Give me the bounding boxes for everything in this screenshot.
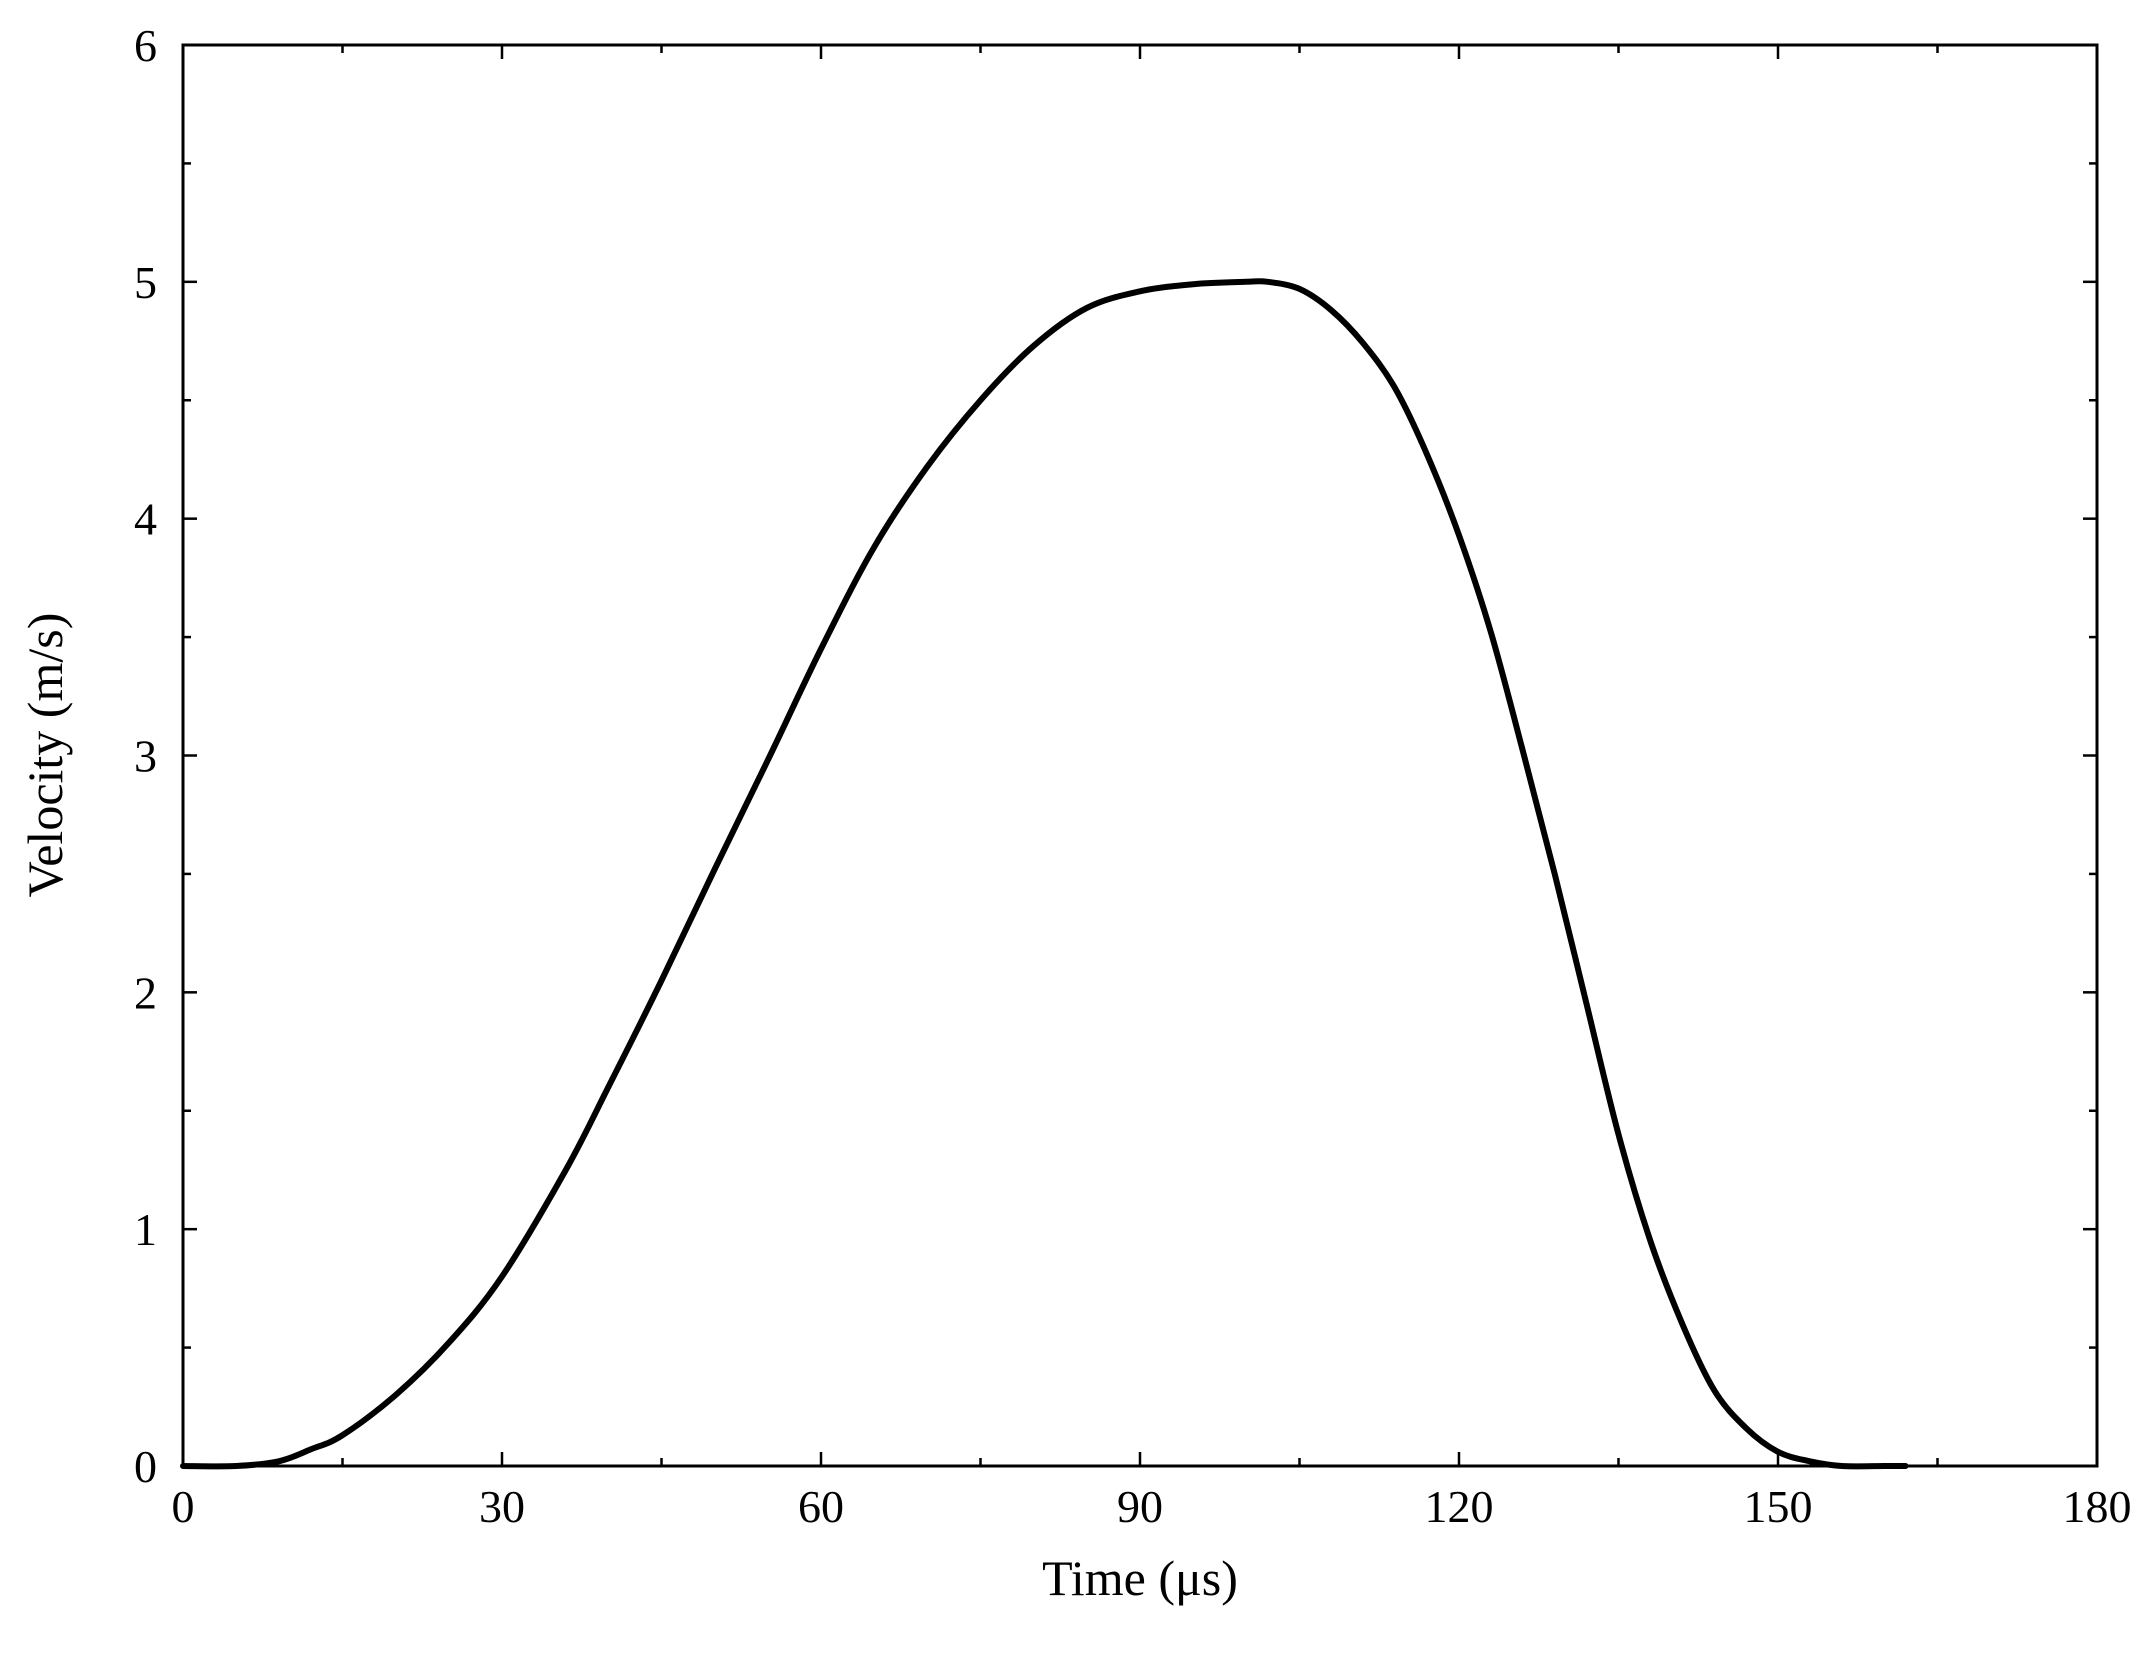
x-tick-label: 180 [2063, 1481, 2132, 1532]
y-tick-label: 2 [134, 967, 157, 1018]
x-tick-label: 60 [798, 1481, 844, 1532]
y-tick-label: 1 [134, 1204, 157, 1255]
x-tick-label: 0 [172, 1481, 195, 1532]
x-axis-tick-labels: 0 30 60 90 120 150 180 [172, 1481, 2132, 1532]
x-axis-ticks [181, 45, 2099, 1466]
x-tick-label: 90 [1117, 1481, 1163, 1532]
velocity-series-line [180, 278, 1909, 1470]
y-tick-label: 0 [134, 1441, 157, 1492]
y-tick-label: 3 [134, 731, 157, 782]
y-tick-label: 4 [134, 494, 157, 545]
x-axis-title: Time (μs) [1042, 1550, 1238, 1606]
x-tick-label: 30 [479, 1481, 525, 1532]
x-tick-label: 150 [1744, 1481, 1813, 1532]
y-axis-title: Velocity (m/s) [17, 613, 73, 898]
plot-frame [181, 43, 2099, 1468]
y-tick-label: 6 [134, 20, 157, 71]
y-tick-label: 5 [134, 257, 157, 308]
y-axis-tick-labels: 0 1 2 3 4 5 6 [134, 20, 157, 1492]
y-axis-ticks [183, 43, 2097, 1468]
x-tick-label: 120 [1425, 1481, 1494, 1532]
